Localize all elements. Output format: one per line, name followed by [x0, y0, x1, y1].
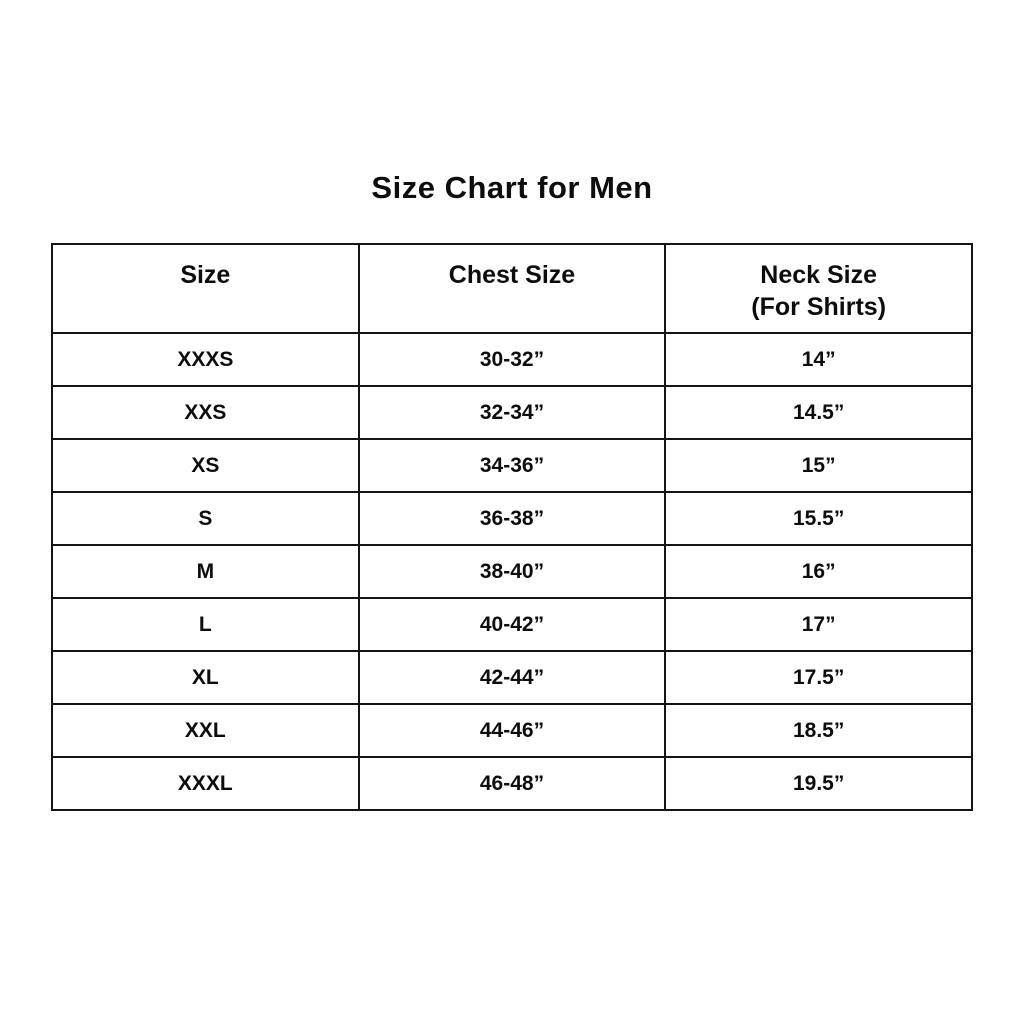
table-row: XXXL 46-48” 19.5”	[51, 756, 973, 811]
size-cell: XL	[51, 650, 360, 705]
header-cell-chest: Chest Size	[357, 243, 667, 334]
neck-cell: 14.5”	[664, 385, 973, 440]
size-cell: XXS	[51, 385, 360, 440]
size-cell: XXXL	[51, 756, 360, 811]
neck-cell: 17.5”	[664, 650, 973, 705]
chest-cell: 38-40”	[357, 544, 667, 599]
neck-cell: 16”	[664, 544, 973, 599]
table-row: XXL 44-46” 18.5”	[51, 703, 973, 758]
chest-cell: 42-44”	[357, 650, 667, 705]
neck-cell: 14”	[664, 332, 973, 387]
chest-cell: 30-32”	[357, 332, 667, 387]
size-cell: S	[51, 491, 360, 546]
size-cell: XXXS	[51, 332, 360, 387]
header-cell-size: Size	[51, 243, 360, 334]
page-title: Size Chart for Men	[371, 170, 653, 205]
table-row: M 38-40” 16”	[51, 544, 973, 599]
neck-cell: 19.5”	[664, 756, 973, 811]
table-header: Size Chest Size Neck Size (For Shirts)	[51, 243, 973, 334]
size-cell: XS	[51, 438, 360, 493]
size-chart-table: Size Chest Size Neck Size (For Shirts) X…	[51, 243, 973, 811]
table-row: XXS 32-34” 14.5”	[51, 385, 973, 440]
chest-cell: 32-34”	[357, 385, 667, 440]
chest-cell: 36-38”	[357, 491, 667, 546]
neck-cell: 18.5”	[664, 703, 973, 758]
size-cell: XXL	[51, 703, 360, 758]
chest-cell: 34-36”	[357, 438, 667, 493]
table-row: XXXS 30-32” 14”	[51, 332, 973, 387]
size-cell: M	[51, 544, 360, 599]
neck-cell: 15.5”	[664, 491, 973, 546]
size-cell: L	[51, 597, 360, 652]
table-body: XXXS 30-32” 14” XXS 32-34” 14.5” XS 34-3…	[51, 332, 973, 811]
header-row: Size Chest Size Neck Size (For Shirts)	[51, 243, 973, 334]
chest-cell: 40-42”	[357, 597, 667, 652]
chest-cell: 46-48”	[357, 756, 667, 811]
neck-cell: 17”	[664, 597, 973, 652]
neck-cell: 15”	[664, 438, 973, 493]
table-row: S 36-38” 15.5”	[51, 491, 973, 546]
header-cell-neck: Neck Size (For Shirts)	[664, 243, 973, 334]
chest-cell: 44-46”	[357, 703, 667, 758]
table-row: L 40-42” 17”	[51, 597, 973, 652]
table-row: XL 42-44” 17.5”	[51, 650, 973, 705]
table-row: XS 34-36” 15”	[51, 438, 973, 493]
